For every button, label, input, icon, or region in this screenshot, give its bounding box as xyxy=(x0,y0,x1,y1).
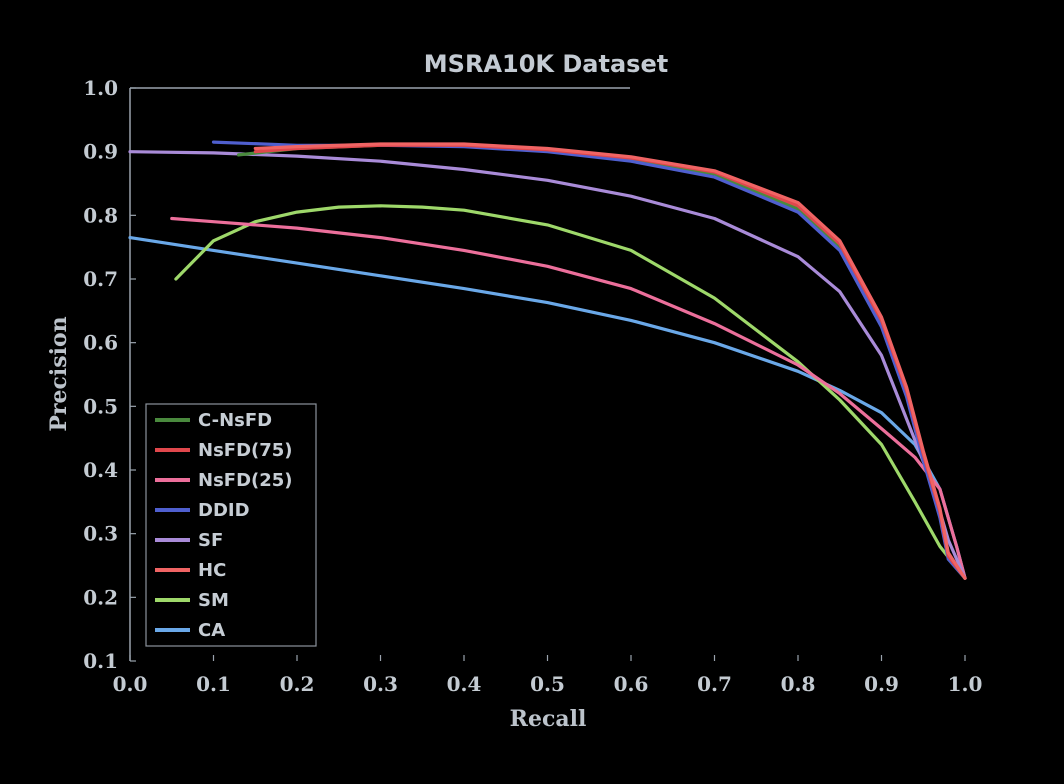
x-tick-label: 0.4 xyxy=(447,672,482,696)
x-tick-label: 0.1 xyxy=(196,672,231,696)
series-layer xyxy=(128,140,967,580)
legend-label: DDID xyxy=(198,500,250,521)
x-tick-label: 0.0 xyxy=(113,672,148,696)
y-tick-label: 0.3 xyxy=(83,522,118,546)
x-tick-label: 0.5 xyxy=(530,672,565,696)
x-axis-title: Recall xyxy=(510,706,587,732)
y-axis-ticks: 0.1 0.2 0.3 0.4 0.5 0.6 0.7 0.8 0.9 1.0 xyxy=(83,76,136,673)
y-axis-title: Precision xyxy=(46,316,72,431)
y-tick-label: 0.1 xyxy=(83,649,118,673)
x-tick-label: 0.6 xyxy=(614,672,649,696)
series-line-hc xyxy=(253,142,967,580)
x-tick-label: 0.2 xyxy=(280,672,315,696)
y-tick-label: 0.5 xyxy=(83,394,118,418)
x-tick-label: 0.3 xyxy=(363,672,398,696)
y-tick-label: 0.9 xyxy=(83,140,118,164)
legend: C-NsFD NsFD(75) NsFD(25) DDID SF HC SM CA xyxy=(145,403,317,647)
legend-label: CA xyxy=(198,620,225,641)
x-tick-label: 0.7 xyxy=(697,672,732,696)
x-axis-ticks: 0.0 0.1 0.2 0.3 0.4 0.5 0.6 0.7 0.8 0.9 1.0 xyxy=(113,655,983,696)
legend-label: SF xyxy=(198,530,223,551)
series-line-sm xyxy=(174,204,967,580)
legend-label: HC xyxy=(198,560,226,581)
legend-box xyxy=(145,403,317,647)
legend-label: NsFD(75) xyxy=(198,440,293,461)
y-tick-label: 0.7 xyxy=(83,267,118,291)
y-tick-label: 1.0 xyxy=(83,76,118,100)
x-tick-label: 1.0 xyxy=(948,672,983,696)
legend-label: SM xyxy=(198,590,229,611)
legend-label: C-NsFD xyxy=(198,410,272,431)
y-tick-label: 0.2 xyxy=(83,585,118,609)
plot-area xyxy=(129,87,630,661)
y-tick-label: 0.6 xyxy=(83,331,118,355)
y-tick-label: 0.8 xyxy=(83,203,118,227)
chart-title: MSRA10K Dataset xyxy=(424,50,668,78)
legend-label: NsFD(25) xyxy=(198,470,293,491)
x-tick-label: 0.9 xyxy=(864,672,899,696)
x-tick-label: 0.8 xyxy=(781,672,816,696)
y-tick-label: 0.4 xyxy=(83,458,118,482)
